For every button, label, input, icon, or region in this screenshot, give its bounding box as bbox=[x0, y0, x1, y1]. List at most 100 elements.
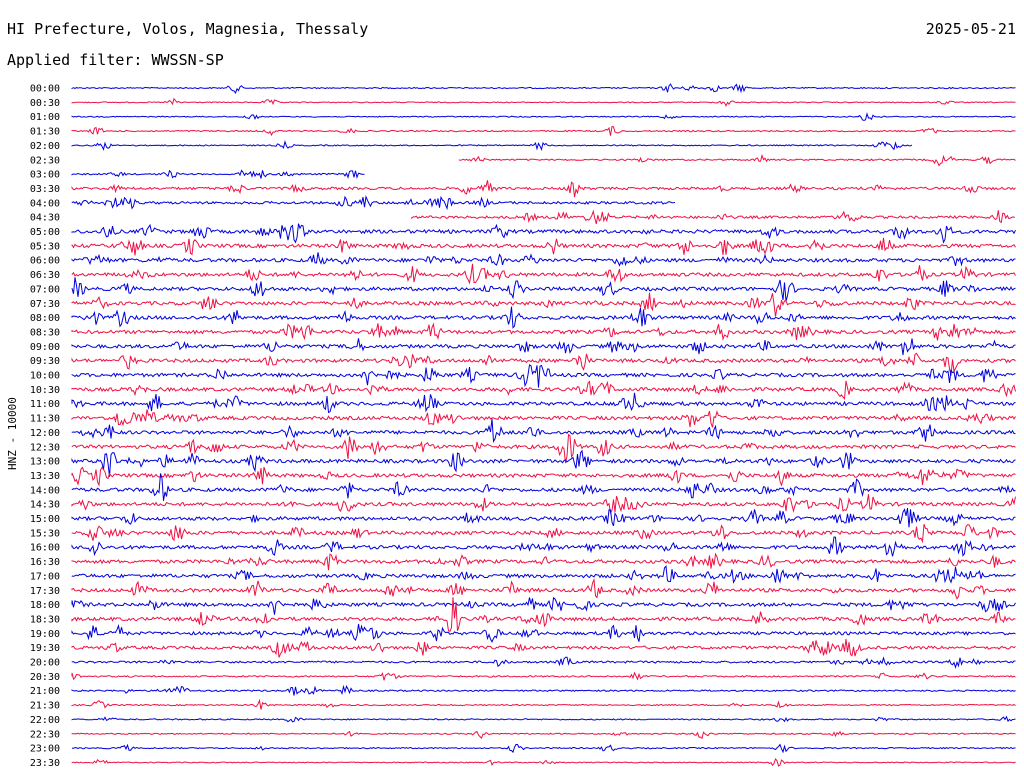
trace-line bbox=[71, 524, 1016, 544]
time-tick-label: 08:30 bbox=[30, 327, 60, 338]
time-tick-label: 22:00 bbox=[30, 715, 60, 726]
trace-line bbox=[71, 223, 1016, 244]
time-tick-label: 05:30 bbox=[30, 241, 60, 252]
trace-line bbox=[71, 466, 1016, 487]
trace-line bbox=[71, 671, 1016, 681]
trace-line bbox=[71, 338, 1016, 356]
time-tick-label: 22:30 bbox=[30, 729, 60, 740]
time-tick-label: 12:30 bbox=[30, 442, 60, 453]
time-tick-label: 10:00 bbox=[30, 371, 60, 382]
time-tick-label: 04:30 bbox=[30, 213, 60, 224]
time-tick-label: 17:00 bbox=[30, 571, 60, 582]
trace-line bbox=[71, 597, 1016, 632]
time-tick-label: 12:00 bbox=[30, 428, 60, 439]
trace-line bbox=[71, 552, 1016, 571]
time-tick-label: 04:00 bbox=[30, 198, 60, 209]
time-tick-label: 19:30 bbox=[30, 643, 60, 654]
trace-line bbox=[71, 743, 1016, 754]
time-tick-label: 10:30 bbox=[30, 385, 60, 396]
trace-line bbox=[71, 730, 1016, 740]
time-tick-label: 09:30 bbox=[30, 356, 60, 367]
time-tick-label: 03:30 bbox=[30, 184, 60, 195]
trace-line bbox=[71, 180, 1016, 198]
time-tick-label: 18:00 bbox=[30, 600, 60, 611]
trace-line bbox=[411, 209, 1015, 225]
time-tick-label: 02:00 bbox=[30, 141, 60, 152]
trace-line bbox=[71, 508, 1016, 528]
trace-line bbox=[71, 277, 1016, 302]
time-tick-label: 07:30 bbox=[30, 299, 60, 310]
trace-line bbox=[71, 169, 365, 180]
time-tick-label: 21:00 bbox=[30, 686, 60, 697]
time-tick-label: 07:00 bbox=[30, 284, 60, 295]
trace-line bbox=[71, 473, 1016, 501]
trace-line bbox=[71, 252, 1016, 267]
time-tick-label: 01:30 bbox=[30, 127, 60, 138]
time-tick-label: 20:30 bbox=[30, 672, 60, 683]
time-tick-label: 11:00 bbox=[30, 399, 60, 410]
time-tick-label: 14:00 bbox=[30, 485, 60, 496]
time-tick-label: 23:00 bbox=[30, 744, 60, 755]
trace-line bbox=[71, 112, 1016, 121]
time-tick-label: 17:30 bbox=[30, 586, 60, 597]
trace-line bbox=[71, 125, 1016, 137]
trace-line bbox=[71, 352, 1016, 376]
trace-line bbox=[71, 140, 913, 151]
trace-line bbox=[458, 153, 1016, 167]
trace-line bbox=[71, 638, 1016, 658]
trace-line bbox=[71, 577, 1016, 600]
time-tick-label: 13:00 bbox=[30, 457, 60, 468]
trace-line bbox=[71, 494, 1016, 514]
trace-line bbox=[71, 449, 1016, 477]
trace-line bbox=[71, 263, 1016, 285]
time-tick-label: 06:00 bbox=[30, 256, 60, 267]
trace-line bbox=[71, 237, 1016, 256]
time-tick-label: 14:30 bbox=[30, 500, 60, 511]
trace-line bbox=[71, 596, 1016, 615]
time-tick-label: 15:00 bbox=[30, 514, 60, 525]
time-tick-label: 16:30 bbox=[30, 557, 60, 568]
time-tick-label: 23:30 bbox=[30, 758, 60, 769]
time-tick-label: 16:00 bbox=[30, 543, 60, 554]
plot-title: HI Prefecture, Volos, Magnesia, Thessaly bbox=[7, 20, 369, 38]
time-tick-label: 00:30 bbox=[30, 98, 60, 109]
trace-line bbox=[71, 698, 1016, 710]
time-tick-label: 09:00 bbox=[30, 342, 60, 353]
time-tick-label: 05:00 bbox=[30, 227, 60, 238]
trace-line bbox=[71, 392, 1016, 414]
time-tick-label: 18:30 bbox=[30, 614, 60, 625]
time-tick-label: 03:00 bbox=[30, 170, 60, 181]
trace-line bbox=[71, 83, 1016, 94]
trace-line bbox=[71, 97, 1016, 107]
time-tick-label: 21:30 bbox=[30, 701, 60, 712]
time-tick-label: 11:30 bbox=[30, 414, 60, 425]
trace-line bbox=[71, 623, 1016, 643]
time-tick-label: 15:30 bbox=[30, 528, 60, 539]
trace-line bbox=[71, 418, 1016, 444]
filter-label: Applied filter: WWSSN-SP bbox=[7, 51, 224, 69]
time-tick-label: 00:00 bbox=[30, 84, 60, 95]
trace-line bbox=[71, 380, 1016, 401]
time-tick-label: 13:30 bbox=[30, 471, 60, 482]
time-tick-label: 02:30 bbox=[30, 155, 60, 166]
trace-line bbox=[71, 409, 1016, 428]
trace-line bbox=[71, 292, 1016, 317]
time-tick-label: 01:00 bbox=[30, 112, 60, 123]
trace-line bbox=[71, 364, 1016, 388]
trace-line bbox=[71, 536, 1016, 557]
trace-line bbox=[71, 758, 1016, 767]
trace-line bbox=[71, 656, 1016, 669]
trace-line bbox=[71, 715, 1016, 723]
trace-line bbox=[71, 322, 1016, 341]
trace-line bbox=[71, 194, 676, 211]
trace-line bbox=[71, 565, 1016, 584]
time-tick-label: 20:00 bbox=[30, 658, 60, 669]
time-tick-label: 06:30 bbox=[30, 270, 60, 281]
trace-line bbox=[71, 684, 1016, 696]
time-tick-label: 08:00 bbox=[30, 313, 60, 324]
trace-line bbox=[71, 433, 1016, 464]
time-tick-label: 19:00 bbox=[30, 629, 60, 640]
trace-line bbox=[71, 306, 1016, 329]
plot-date: 2025-05-21 bbox=[925, 20, 1016, 38]
